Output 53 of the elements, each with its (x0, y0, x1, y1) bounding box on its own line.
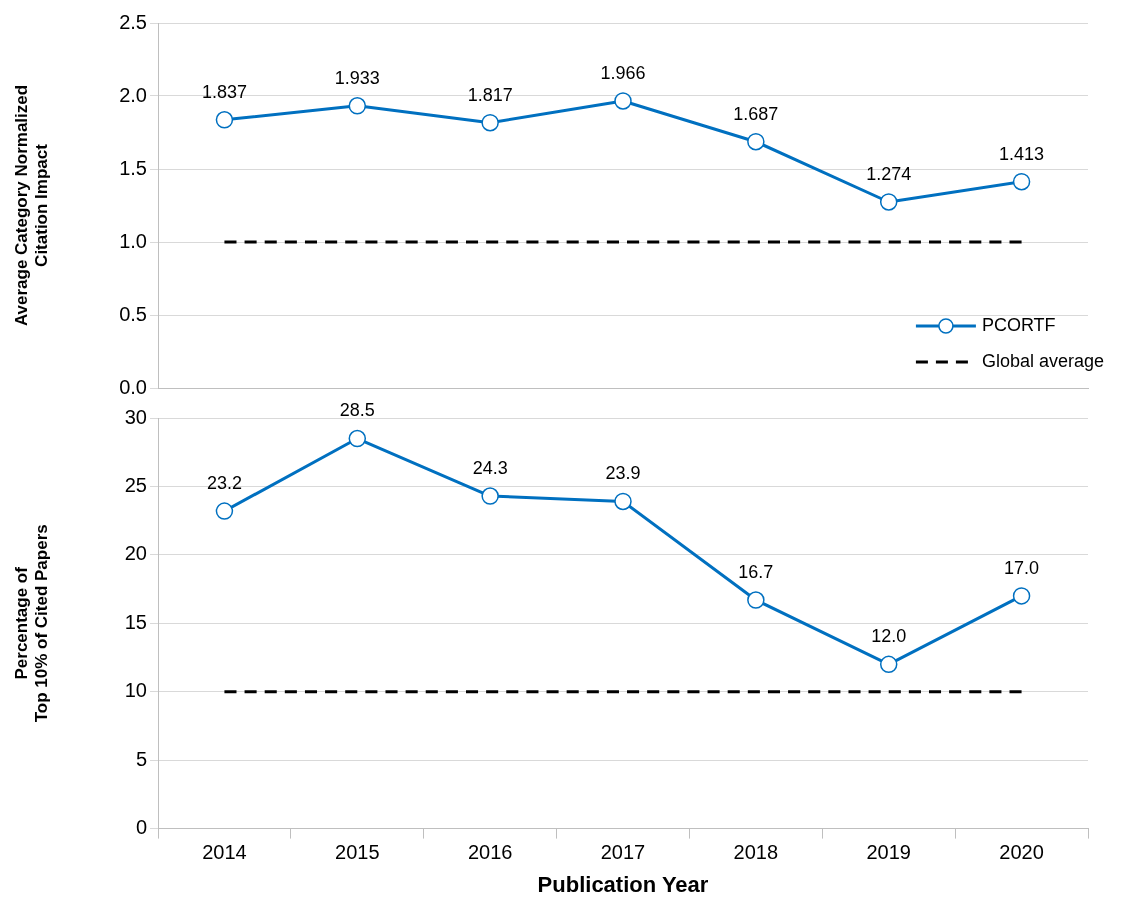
point (215, 111, 234, 129)
point (747, 132, 765, 151)
point (747, 591, 765, 609)
data-label: 16.7 (738, 562, 774, 582)
data-label: 1.413 (999, 143, 1045, 164)
y-tick-label: 1.5 (119, 156, 147, 179)
point (1012, 587, 1031, 605)
data-label: 12.0 (871, 626, 907, 647)
data-label: 23.2 (206, 473, 242, 494)
x-tick-label: 2014 (202, 841, 247, 864)
x-tick-label: 2015 (335, 841, 380, 864)
x-tick-label: 2018 (733, 841, 779, 864)
point (614, 492, 632, 511)
y-tick-label: 30 (124, 405, 147, 428)
point (879, 193, 898, 211)
legend-label: PCORTF (981, 314, 1056, 335)
y-tick-label: 0.5 (119, 302, 147, 325)
y-tick-label: 10 (124, 679, 147, 702)
data-label: 1.817 (467, 84, 513, 105)
point (614, 92, 632, 110)
point (215, 502, 234, 520)
x-tick-label: 2017 (600, 841, 646, 864)
data-label: 23.9 (605, 463, 641, 484)
data-label: 1.966 (600, 62, 646, 83)
y-tick-label: 15 (124, 610, 147, 633)
y-tick-label: 5 (135, 747, 147, 770)
data-label: 1.687 (733, 103, 779, 124)
x-tick-label: 2019 (866, 841, 911, 864)
y-tick-label: 0.0 (119, 375, 147, 398)
point (348, 97, 367, 115)
y-tick-label: 25 (124, 473, 147, 496)
y-tick-label: 2.0 (119, 83, 147, 106)
y-tick-label: 1.0 (119, 229, 147, 252)
y-axis-title: Average Category Normalized Citation Impact (11, 84, 52, 327)
x-tick-label: 2020 (999, 841, 1044, 864)
y-tick-label: 2.5 (119, 10, 147, 33)
legend-label: Global average (981, 350, 1105, 371)
data-label: 1.274 (866, 163, 912, 184)
point (348, 429, 367, 448)
data-label: 17.0 (1004, 557, 1040, 578)
point (879, 655, 898, 674)
x-tick-label: 2016 (467, 841, 513, 864)
x-axis-title: Publication Year (537, 871, 709, 897)
data-label: 28.5 (339, 400, 375, 421)
point (481, 487, 499, 505)
y-tick-label: 0 (135, 816, 147, 839)
y-axis-title: Percentage of Top 10% of Cited Papers (11, 524, 52, 723)
data-label: 1.837 (201, 81, 247, 102)
point (481, 113, 499, 132)
data-label: 1.933 (334, 67, 380, 88)
y-tick-label: 20 (124, 542, 147, 565)
point (1012, 172, 1031, 191)
data-label: 24.3 (472, 457, 508, 478)
